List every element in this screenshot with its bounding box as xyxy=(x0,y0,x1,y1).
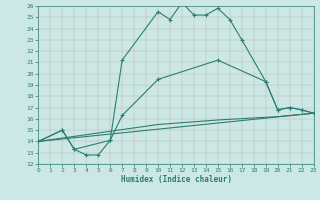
X-axis label: Humidex (Indice chaleur): Humidex (Indice chaleur) xyxy=(121,175,231,184)
